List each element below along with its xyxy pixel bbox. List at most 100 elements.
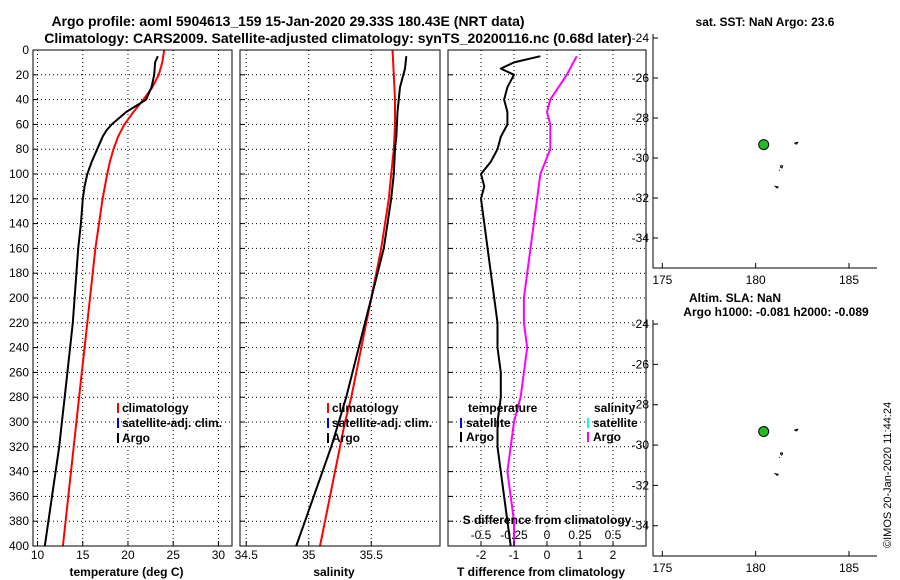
map-ytick-label: -26 [632,357,650,371]
panel-difference: -2 -1 0 1 2 T difference from climatology [447,49,647,579]
xaxis-label-difference: T difference from climatology [457,565,625,579]
map-title: Altim. SLA: NaN [689,291,781,305]
legend-label-temperature: Argo [122,431,150,445]
ytick-label: 300 [9,415,29,429]
ytick-label: 40 [16,93,30,107]
ytick-label: 400 [9,539,29,553]
map-title: Argo h1000: -0.081 h2000: -0.089 [683,305,869,319]
ytick-label: 60 [16,117,30,131]
map-xtick-label: 185 [839,273,859,287]
map-ytick-label: -34 [632,231,650,245]
ytick-label: 380 [9,514,29,528]
legend-label-diff-t: satellite [466,416,511,430]
legend-label-temperature: climatology [122,401,189,415]
legend-label-salinity: satellite-adj. clim. [332,416,432,430]
series-line-argo [43,55,159,547]
map-ytick-label: -26 [632,71,650,85]
xtick-label-secondary: -0.5 [471,528,492,542]
xtick-label: 15 [76,548,90,562]
legend-label-salinity: Argo [332,431,360,445]
map-xtick-label: 185 [839,561,859,575]
xtick-label: 35.5 [360,548,384,562]
ytick-label: 20 [16,68,30,82]
island-outline [779,452,784,456]
map-ytick-label: -28 [632,111,650,125]
xtick-label-secondary: 0 [544,528,551,542]
ytick-label: 160 [9,241,29,255]
ytick-label: 140 [9,217,29,231]
map-title: sat. SST: NaN Argo: 23.6 [696,15,835,29]
series-line-argo [295,56,408,547]
panel-salinity: 34.5 35 35.5 salinity [235,49,441,579]
ytick-label: 340 [9,465,29,479]
xtick-label: 25 [167,548,181,562]
xtick-label-secondary: 0.5 [605,528,622,542]
ytick-label: 120 [9,192,29,206]
plots-layer: 0204060801001201401601802002202402602803… [9,15,877,579]
map-ytick-label: -30 [632,151,650,165]
island-outline [773,472,780,476]
xtick-label: 35 [302,548,316,562]
map-ytick-label: -24 [632,317,650,331]
island-outline [794,428,799,432]
xtick-label: 34.5 [235,548,259,562]
legend-label-diff-s: satellite [593,416,638,430]
ytick-label: 200 [9,291,29,305]
ytick-label: 80 [16,142,30,156]
legend-diff-salinity-title: salinity [594,401,636,415]
legend-label-diff-t: Argo [466,430,494,444]
legend-label-salinity: climatology [332,401,399,415]
series-line-climatology [319,49,396,547]
xtick-label: 10 [31,548,45,562]
island-outline [794,141,799,145]
xtick-label: 30 [212,548,226,562]
map-ytick-label: -30 [632,438,650,452]
xtick-label-secondary: -0.25 [500,528,528,542]
legend-label-diff-s: Argo [593,430,621,444]
ytick-label: 360 [9,489,29,503]
xtick-label: -2 [476,548,487,562]
legend-label-temperature: satellite-adj. clim. [122,416,222,430]
map-ytick-label: -24 [632,31,650,45]
map-ytick-label: -28 [632,398,650,412]
axes-frame-temperature [32,49,233,547]
figure-title-line1: Argo profile: aoml 5904613_159 15-Jan-20… [51,13,524,29]
ytick-label: 100 [9,167,29,181]
axes-frame-salinity [239,49,441,547]
map-xtick-label: 175 [652,561,672,575]
ytick-label: 180 [9,266,29,280]
timestamp: ©IMOS 20-Jan-2020 11:44:24 [882,402,894,548]
map-xtick-label: 180 [746,561,766,575]
legend-diff-temperature-title: temperature [468,401,538,415]
map-xtick-label: 180 [746,273,766,287]
xtick-label-secondary: 0.25 [568,528,592,542]
ytick-label: 320 [9,440,29,454]
map-ytick-label: -32 [632,191,650,205]
map-xtick-label: 175 [652,273,672,287]
map-ytick-label: -32 [632,478,650,492]
xtick-label: 20 [121,548,135,562]
xtick-label: 2 [610,548,617,562]
map-sst: sat. SST: NaN Argo: 23.6 -24 -26 -28 -30 -32 -… [632,15,877,287]
panel-temperature: 0 20 40 60 80 100 120 140 160 180 200 220 240 260 280 3… [9,43,233,579]
xaxis-label-temperature: temperature (deg C) [69,565,183,579]
ytick-label: 260 [9,365,29,379]
float-position-marker [758,139,770,151]
xtick-label: 1 [577,548,584,562]
series-line-salinity-argo [506,55,578,546]
island-outline [779,165,784,169]
xtick-label: 0 [544,548,551,562]
xaxis-label-salinity: salinity [313,565,355,579]
float-position-marker [758,426,770,438]
xtick-label: -1 [509,548,520,562]
figure-title-line2: Climatology: CARS2009. Satellite-adjuste… [44,30,631,46]
xaxis-label-top-difference: S difference from climatology [463,513,632,527]
island-outline [773,185,780,189]
series-line-temperature-argo [480,55,541,547]
ytick-label: 240 [9,341,29,355]
ytick-label: 220 [9,316,29,330]
map-ytick-label: -34 [632,519,650,533]
ytick-label: 0 [22,43,29,57]
